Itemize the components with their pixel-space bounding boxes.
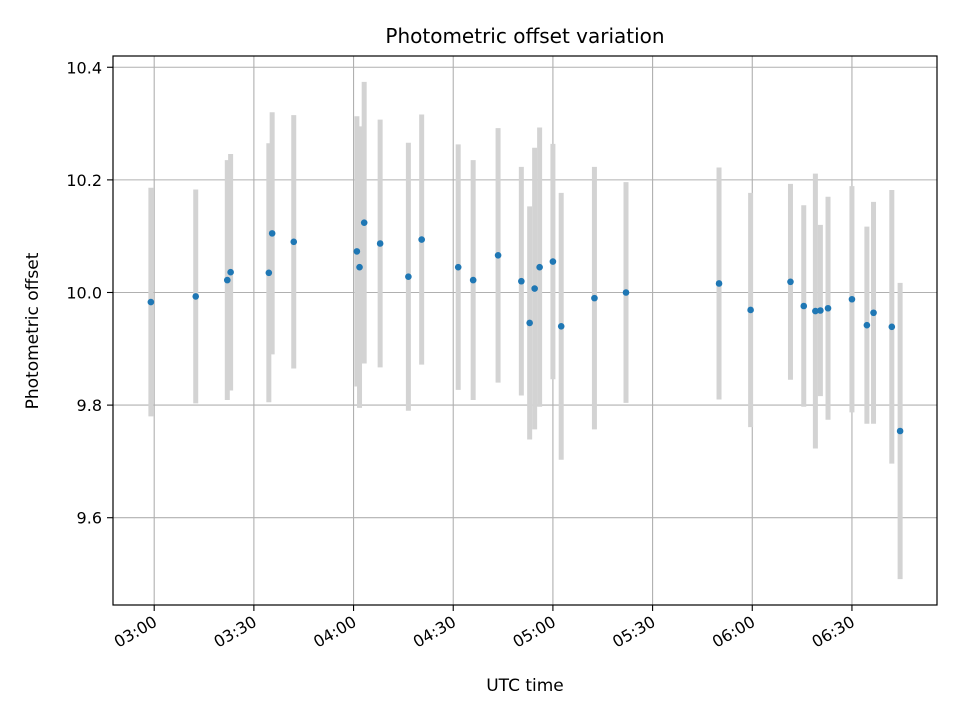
data-point: [376, 240, 384, 247]
data-point: [848, 295, 856, 303]
data-point: [356, 263, 363, 271]
data-point: [715, 280, 723, 287]
x-axis-label: UTC time: [486, 676, 564, 696]
data-point: [192, 293, 200, 300]
data-point: [870, 309, 877, 317]
data-point: [863, 321, 871, 329]
data-point: [800, 302, 808, 310]
data-point: [268, 230, 276, 237]
data-point: [787, 278, 794, 286]
data-point: [353, 248, 361, 255]
data-point: [591, 294, 598, 302]
data-point: [526, 319, 533, 327]
data-point: [557, 322, 565, 330]
data-point: [405, 273, 412, 281]
data-point: [418, 236, 425, 243]
data-point: [531, 285, 538, 292]
y-tick-label: 10.0: [66, 283, 102, 302]
data-point: [469, 276, 477, 284]
data-point: [494, 252, 502, 259]
y-tick-label: 10.4: [66, 58, 102, 77]
chart-title: Photometric offset variation: [385, 24, 664, 48]
data-point: [824, 304, 832, 312]
x-tick-label: 04:30: [410, 612, 459, 652]
axis-ticks: 03:00 03:30 04:00 04:30 05:00 05:30 06:00 06:30…: [66, 58, 858, 651]
x-tick-label: 06:00: [709, 612, 758, 652]
data-point: [549, 258, 557, 265]
x-tick-label: 05:30: [609, 612, 658, 652]
plot-frame: [112, 55, 938, 606]
x-tick-label: 06:30: [809, 612, 858, 652]
data-point: [812, 307, 819, 315]
y-tick-label: 9.6: [77, 509, 102, 528]
error-bars: [148, 81, 903, 580]
data-point: [227, 268, 234, 276]
y-tick-label: 10.2: [66, 171, 102, 190]
data-point: [536, 263, 543, 271]
data-point: [622, 289, 630, 296]
data-point: [518, 277, 525, 285]
data-point: [147, 298, 155, 306]
data-point: [747, 306, 754, 314]
x-tick-label: 05:00: [509, 612, 558, 652]
x-tick-label: 03:00: [111, 612, 160, 652]
data-point: [454, 263, 462, 271]
data-point: [360, 219, 368, 226]
x-tick-label: 04:00: [310, 612, 359, 652]
data-points: [147, 219, 904, 435]
y-axis-label: Photometric offset: [23, 252, 43, 409]
data-point: [896, 427, 904, 435]
x-tick-label: 03:30: [210, 612, 259, 652]
data-point: [265, 269, 273, 277]
y-tick-label: 9.8: [77, 396, 102, 415]
data-point: [223, 276, 231, 284]
data-point: [817, 307, 824, 314]
data-point: [888, 323, 896, 331]
data-point: [290, 238, 298, 246]
